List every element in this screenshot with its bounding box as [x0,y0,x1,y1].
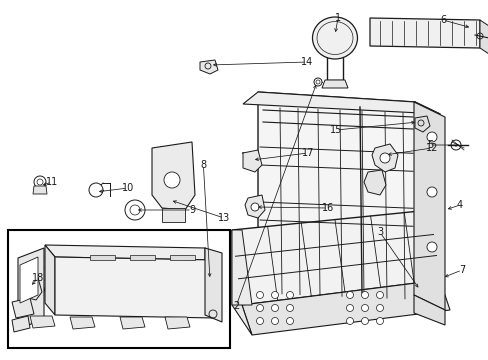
Polygon shape [55,257,215,318]
Polygon shape [371,144,397,172]
Text: 5: 5 [426,140,432,150]
Polygon shape [12,298,34,318]
Polygon shape [90,255,115,260]
Text: 7: 7 [458,265,464,275]
Polygon shape [413,102,444,310]
Polygon shape [231,230,251,335]
Circle shape [256,305,263,311]
Polygon shape [30,316,55,328]
Text: 1: 1 [334,13,340,23]
Circle shape [89,183,103,197]
Circle shape [130,205,140,215]
Text: 14: 14 [300,57,312,67]
Polygon shape [45,245,55,315]
Text: 9: 9 [188,205,195,215]
Polygon shape [321,80,347,88]
Circle shape [379,153,389,163]
Circle shape [376,318,383,324]
Circle shape [125,200,145,220]
Circle shape [271,318,278,324]
Circle shape [426,242,436,252]
Polygon shape [204,248,215,318]
Circle shape [271,305,278,311]
Polygon shape [152,142,195,210]
Circle shape [346,318,353,324]
Circle shape [313,78,321,86]
Polygon shape [242,280,449,335]
Text: 17: 17 [301,148,314,158]
Polygon shape [164,317,190,329]
Polygon shape [45,245,215,260]
Polygon shape [413,295,444,325]
Bar [8,230,229,348]
Circle shape [271,292,278,298]
Circle shape [426,132,436,142]
Circle shape [256,292,263,298]
Text: 18: 18 [32,273,44,283]
Circle shape [376,305,383,311]
Circle shape [361,318,368,324]
Polygon shape [170,255,195,260]
Polygon shape [258,92,414,305]
Text: 15: 15 [329,125,342,135]
Polygon shape [414,102,439,305]
Text: 10: 10 [122,183,134,193]
Text: 2: 2 [233,301,239,311]
Circle shape [346,292,353,298]
Polygon shape [120,317,145,329]
Circle shape [315,80,319,84]
Polygon shape [363,170,385,195]
Polygon shape [243,92,439,114]
Polygon shape [12,316,30,332]
Polygon shape [204,248,222,322]
Circle shape [256,318,263,324]
Polygon shape [20,257,38,303]
Polygon shape [243,150,262,172]
Polygon shape [200,60,218,74]
Circle shape [34,176,46,188]
Circle shape [286,305,293,311]
Text: 6: 6 [439,15,445,25]
Polygon shape [70,317,95,329]
Circle shape [346,305,353,311]
Ellipse shape [312,17,357,59]
Text: 13: 13 [218,213,230,223]
Circle shape [426,187,436,197]
Polygon shape [18,248,44,330]
Polygon shape [414,116,429,132]
Polygon shape [479,20,488,54]
Text: 16: 16 [321,203,333,213]
Circle shape [286,318,293,324]
Text: 11: 11 [46,177,58,187]
Text: 8: 8 [200,160,206,170]
Polygon shape [231,210,439,305]
Polygon shape [162,208,184,222]
Text: 3: 3 [376,227,382,237]
Polygon shape [22,278,42,300]
Circle shape [286,292,293,298]
Circle shape [250,203,259,211]
Circle shape [361,292,368,298]
Polygon shape [231,230,251,305]
Polygon shape [33,186,47,194]
Polygon shape [130,255,155,260]
Polygon shape [369,18,479,48]
Circle shape [163,172,180,188]
Text: 12: 12 [425,143,437,153]
Circle shape [361,305,368,311]
Circle shape [376,292,383,298]
Circle shape [37,179,43,185]
Text: 4: 4 [456,200,462,210]
Polygon shape [244,195,264,218]
